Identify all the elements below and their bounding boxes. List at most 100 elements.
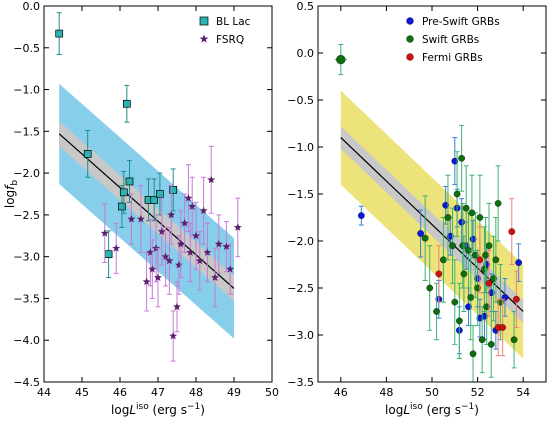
data-point	[176, 239, 185, 248]
x-axis-label: logLiso (erg s−1)	[385, 402, 479, 417]
data-point	[453, 190, 461, 198]
fit-line	[340, 137, 524, 312]
y-axis-label-var: f	[3, 184, 17, 190]
data-point	[150, 195, 159, 204]
legend-label: FSRQ	[216, 34, 244, 46]
series-fsrq	[100, 145, 242, 362]
legend-marker	[199, 16, 209, 26]
data-point	[122, 99, 131, 108]
data-point	[100, 229, 109, 237]
data-point	[125, 177, 134, 186]
y-tick-label: −1.0	[287, 141, 314, 154]
data-point	[169, 331, 178, 340]
y-tick-label: 0.5	[297, 0, 315, 13]
data-point	[222, 242, 231, 251]
x-axis-label-var: L	[129, 403, 136, 417]
data-point	[487, 341, 495, 348]
data-point	[161, 252, 170, 261]
y-tick-label: −4.0	[13, 334, 40, 347]
legend-marker	[406, 35, 414, 43]
y-tick-label: 0.0	[23, 0, 41, 13]
x-tick-label: 44	[37, 386, 51, 399]
y-tick-label: −1.5	[287, 188, 314, 201]
data-point	[515, 259, 522, 266]
x-tick-label: 50	[265, 386, 279, 399]
data-point	[476, 214, 484, 221]
data-point	[336, 54, 346, 65]
data-point	[169, 185, 178, 194]
data-point	[417, 230, 424, 237]
legend-label: BL Lac	[216, 16, 251, 28]
data-point	[449, 242, 456, 250]
series-bl-lac	[55, 12, 178, 279]
data-point	[513, 295, 520, 303]
data-point	[446, 232, 454, 240]
x-axis-label: logLiso (erg s−1)	[111, 402, 205, 417]
x-axis-label-unit: (erg s	[423, 403, 461, 417]
data-point	[226, 265, 235, 273]
data-point	[165, 256, 174, 265]
data-point	[167, 210, 176, 219]
data-point	[55, 29, 64, 38]
x-axis-label-main: log	[385, 403, 403, 417]
y-tick-label: 0.0	[297, 47, 315, 60]
y-axis-label-main: log	[3, 190, 17, 208]
legend-marker	[199, 34, 209, 43]
x-axis-label-unit-sup: −1	[461, 402, 474, 412]
data-point	[499, 324, 507, 331]
legend-label: Fermi GRBs	[422, 52, 483, 64]
fit-line	[58, 133, 235, 289]
y-tick-label: −2.5	[13, 209, 40, 222]
y-tick-label: −1.0	[13, 84, 40, 97]
data-point	[199, 206, 208, 215]
data-point	[83, 150, 92, 158]
x-axis-label-unit-close: )	[200, 403, 205, 417]
data-point	[460, 270, 468, 278]
data-point	[142, 277, 151, 286]
y-tick-label: −0.5	[13, 42, 40, 55]
data-point	[104, 250, 113, 259]
data-point	[468, 209, 476, 217]
x-tick-label: 50	[425, 386, 439, 399]
data-point	[476, 256, 484, 264]
x-tick-label: 49	[227, 386, 241, 399]
x-tick-label: 46	[334, 386, 348, 399]
data-point	[490, 275, 497, 282]
x-tick-label: 54	[516, 386, 530, 399]
data-point	[471, 251, 479, 259]
data-point	[148, 265, 157, 273]
y-tick-label: −3.5	[287, 376, 314, 389]
x-axis-label-var: L	[403, 403, 410, 417]
data-point	[492, 256, 500, 264]
legend-label: Pre-Swift GRBs	[422, 16, 500, 28]
right-panel-grbs: 46 48 50 52 54 0.5 0.0 −0.5 −1.0 −1.5 −2.0 −2.5 −3.0…	[287, 0, 547, 417]
y-tick-label: −2.5	[287, 282, 314, 295]
data-point	[180, 219, 189, 227]
data-point	[456, 317, 463, 325]
y-tick-label: −3.0	[13, 251, 40, 264]
y-tick-label: −2.0	[287, 235, 314, 248]
data-point	[459, 242, 467, 250]
data-point	[173, 302, 181, 311]
legend-marker	[406, 17, 414, 25]
data-point	[465, 303, 472, 311]
y-axis-label-sub: b	[10, 180, 20, 186]
data-point	[462, 204, 470, 212]
data-point	[510, 336, 518, 344]
series-swift-grbs	[334, 44, 518, 383]
data-point	[211, 273, 219, 281]
data-point	[157, 227, 166, 235]
data-point	[203, 248, 212, 256]
data-point	[192, 231, 200, 240]
data-point	[233, 223, 242, 231]
data-point	[442, 201, 450, 209]
data-point	[485, 279, 493, 287]
x-axis-label-sup: iso	[410, 402, 423, 412]
data-point	[119, 188, 128, 197]
x-tick-label: 48	[189, 386, 203, 399]
x-axis-label-main: log	[111, 403, 129, 417]
y-axis-label: logfb	[3, 180, 20, 209]
legend: Pre-Swift GRBs Swift GRBs Fermi GRBs	[406, 16, 500, 64]
data-point	[357, 212, 365, 219]
